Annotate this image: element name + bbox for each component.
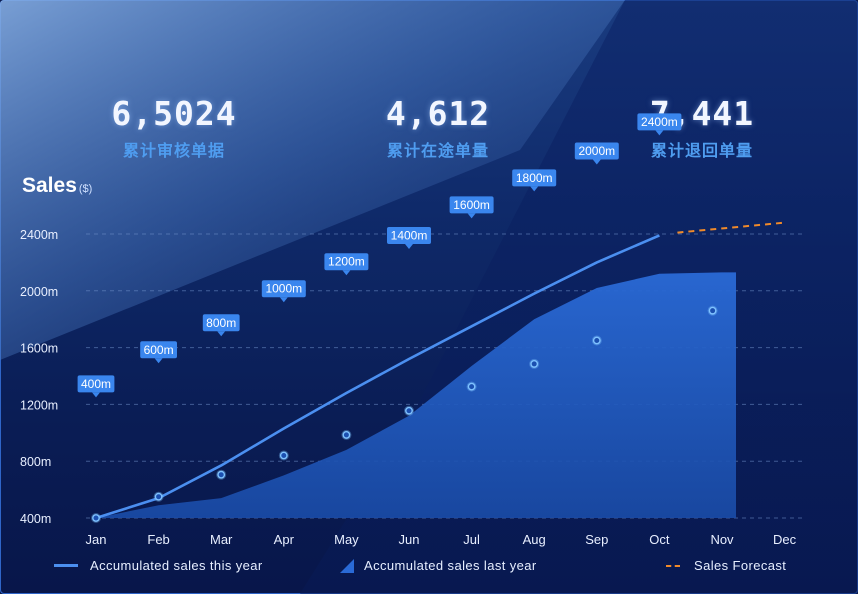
value-label-text: 800m [206,316,236,330]
x-tick-label: Jan [86,532,107,547]
x-tick-label: Mar [210,532,233,547]
value-label: 2000m [574,142,619,165]
value-label-pointer [467,213,476,219]
legend-label: Accumulated sales this year [90,558,263,573]
x-tick-label: Aug [523,532,546,547]
stat-value: 4,612 [385,94,491,133]
value-label: 1400m [387,226,431,249]
x-tick-label: Feb [147,532,169,547]
chart-title: Sales ($) [22,174,92,198]
value-label-pointer [154,358,163,364]
stat-value: 6,5024 [111,94,237,133]
value-label-pointer [279,297,288,303]
value-label-box [140,341,177,359]
stat-audited: 6,5024 累计审核单据 [44,94,304,161]
data-point [405,406,413,415]
legend-label: Sales Forecast [694,558,787,573]
y-tick-label: 2400m [20,228,58,242]
data-point [92,514,100,522]
value-label: 1600m [449,196,494,219]
value-label-text: 1200m [328,255,365,269]
legend-forecast[interactable]: Sales Forecast [666,558,786,573]
chart-unit: ($) [78,183,93,195]
data-point [467,382,476,391]
legend-this-year[interactable]: Accumulated sales this year [54,558,263,573]
value-label-box [574,142,619,160]
data-point [217,470,226,479]
value-label-pointer [655,130,664,136]
data-point [708,306,717,315]
value-label-text: 2400m [641,115,678,129]
value-label-pointer [92,392,100,398]
value-label-text: 1400m [391,228,428,242]
x-tick-label: Apr [274,532,295,547]
value-label-pointer [405,243,413,249]
data-point [279,451,288,460]
x-tick-label: May [334,532,359,547]
value-label-text: 1800m [516,171,553,185]
legend-dash-swatch [666,564,680,567]
stat-label: 累计在途单量 [386,141,489,160]
data-point [592,336,601,345]
value-label: 1000m [261,280,306,303]
x-tick-label: Sep [585,532,608,547]
data-point [154,492,163,501]
stat-label: 累计退回单量 [650,141,753,160]
y-tick-label: 800m [20,455,51,469]
value-label-box [449,196,494,214]
value-label-box [637,113,682,131]
chart-title-text: Sales [22,174,77,197]
y-tick-label: 2000m [20,285,58,299]
x-tick-label: Jul [463,532,480,547]
value-label: 1800m [512,169,557,192]
value-label-text: 600m [144,343,174,357]
value-label-text: 1600m [453,198,490,212]
x-tick-label: Dec [773,532,797,547]
value-label: 2400m [637,113,682,136]
line-this-year [95,234,660,520]
value-label-pointer [592,159,601,165]
value-label-box [202,314,240,332]
value-label-text: 2000m [578,144,615,158]
legend-area-swatch [340,558,354,573]
value-label-box [77,375,115,393]
forecast-line [677,221,785,234]
value-label-box [261,280,306,298]
value-label: 800m [202,314,240,337]
value-label-pointer [530,186,539,192]
legend-label: Accumulated sales last year [364,558,537,573]
stat-label: 累计审核单据 [122,141,225,160]
value-label-box [324,253,369,271]
legend-last-year[interactable]: Accumulated sales last year [340,558,537,573]
legend-line-swatch [54,564,78,567]
x-tick-label: Nov [710,532,734,547]
value-label: 1200m [324,253,369,276]
value-label: 600m [140,341,177,364]
value-label-box [512,169,557,187]
y-tick-label: 1600m [20,342,58,356]
x-tick-label: Jun [399,532,420,547]
value-label-text: 400m [81,377,111,391]
value-label-text: 1000m [265,282,302,296]
stat-in-transit: 4,612 累计在途单量 [308,94,568,161]
area-last-year [96,272,736,518]
value-label-pointer [342,270,351,276]
y-tick-label: 400m [20,512,51,526]
data-point [342,431,351,439]
value-label-box [387,226,431,244]
x-tick-label: Oct [649,532,670,547]
data-point [530,360,539,368]
y-tick-label: 1200m [20,398,58,412]
value-label-pointer [217,331,226,337]
value-label: 400m [77,375,115,398]
